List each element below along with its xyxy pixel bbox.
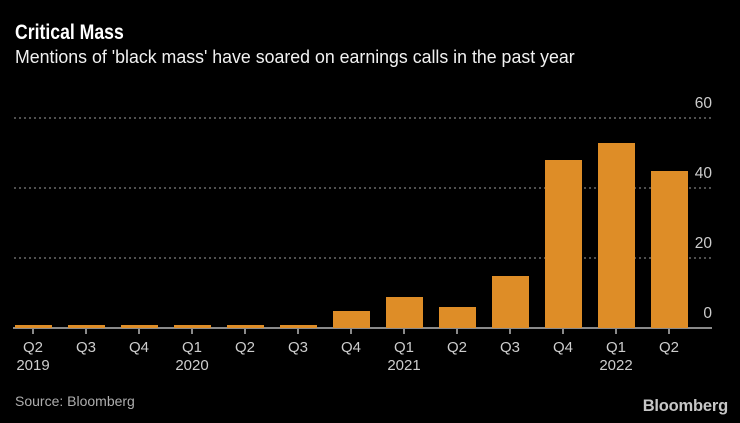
x-axis-tick-5 (297, 328, 299, 334)
bar-q1-2020 (173, 324, 211, 328)
x-axis-tick-4 (244, 328, 246, 334)
year-label-2020: 2020 (175, 357, 209, 374)
bar-q3-2021 (491, 275, 529, 328)
gridline-20 (14, 257, 712, 259)
x-axis-label-q2-2020: Q2 (234, 339, 256, 356)
y-axis-label-0: 0 (703, 305, 712, 322)
x-axis-tick-0 (32, 328, 34, 334)
x-axis-tick-7 (403, 328, 405, 334)
chart-title: Critical Mass (15, 20, 124, 44)
x-axis-label-q3-2020: Q3 (287, 339, 309, 356)
bar-q2-2020 (226, 324, 264, 328)
chart-subtitle: Mentions of 'black mass' have soared on … (15, 46, 575, 67)
bar-q1-2022 (597, 142, 635, 328)
bar-q1-2021 (385, 296, 423, 328)
x-axis-tick-2 (138, 328, 140, 334)
year-label-2022: 2022 (599, 357, 633, 374)
year-label-2019: 2019 (16, 357, 50, 374)
bar-q3-2019 (67, 324, 105, 328)
x-axis-tick-1 (85, 328, 87, 334)
y-axis-label-20: 20 (694, 235, 712, 252)
x-axis-label-q3-2019: Q3 (75, 339, 97, 356)
bar-q4-2019 (120, 324, 158, 328)
x-axis-label-q2-2019: Q2 (22, 339, 44, 356)
x-axis-tick-6 (350, 328, 352, 334)
x-axis-label-q2-2022: Q2 (658, 339, 680, 356)
bar-q2-2022 (650, 170, 688, 328)
bar-q3-2020 (279, 324, 317, 328)
year-label-2021: 2021 (387, 357, 421, 374)
x-axis-label-q4-2020: Q4 (340, 339, 362, 356)
bar-q2-2021 (438, 307, 476, 328)
x-axis-label-q1-2021: Q1 (393, 339, 415, 356)
x-axis-tick-12 (668, 328, 670, 334)
x-axis-tick-8 (456, 328, 458, 334)
y-axis-label-40: 40 (694, 165, 712, 182)
x-axis-label-q4-2021: Q4 (552, 339, 574, 356)
x-axis-tick-11 (615, 328, 617, 334)
x-axis-tick-10 (562, 328, 564, 334)
gridline-60 (14, 117, 712, 119)
bar-q4-2021 (544, 160, 582, 328)
gridline-40 (14, 187, 712, 189)
source-label: Source: Bloomberg (15, 393, 135, 409)
x-axis-label-q2-2021: Q2 (446, 339, 468, 356)
x-axis-label-q4-2019: Q4 (128, 339, 150, 356)
bloomberg-logo: Bloomberg (642, 397, 728, 415)
bar-q2-2019 (14, 324, 52, 328)
bar-q4-2020 (332, 310, 370, 328)
x-axis-tick-9 (509, 328, 511, 334)
x-axis-label-q1-2022: Q1 (605, 339, 627, 356)
x-axis-label-q3-2021: Q3 (499, 339, 521, 356)
y-axis-label-60: 60 (694, 95, 712, 112)
x-axis-baseline (13, 327, 712, 329)
x-axis-tick-3 (191, 328, 193, 334)
x-axis-label-q1-2020: Q1 (181, 339, 203, 356)
